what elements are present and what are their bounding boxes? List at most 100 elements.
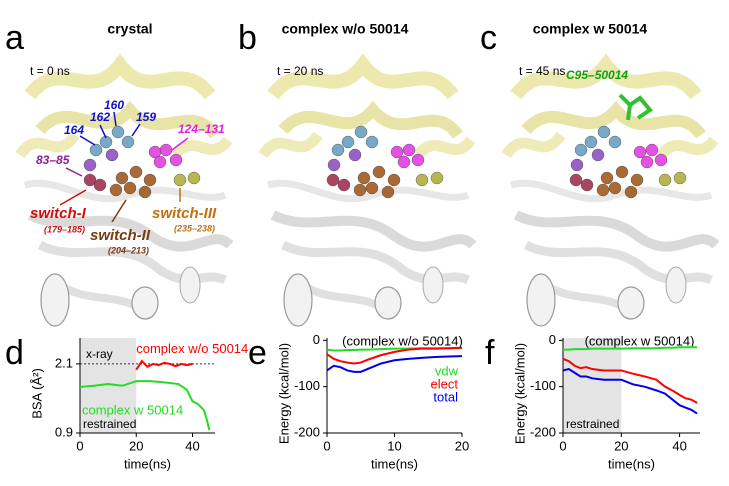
x-tick-label: 0 [323, 438, 330, 453]
residue-sphere [111, 125, 125, 139]
residue-sphere [645, 143, 659, 157]
residue-sphere [580, 178, 594, 192]
residue-sphere [615, 165, 629, 179]
time-label: t = 20 ns [277, 64, 323, 78]
region-label: restrained [83, 417, 136, 431]
x-tick-label: 0 [559, 438, 566, 453]
x-tick-label: 20 [614, 438, 628, 453]
y-tick-label: -200 [530, 424, 556, 439]
x-axis-label: time(ns) [124, 456, 171, 471]
residue-sphere [658, 173, 672, 187]
residue-sphere [430, 171, 444, 185]
x-axis-label: time(ns) [608, 456, 655, 471]
residue-label: 159 [136, 110, 156, 124]
protein-structure [506, 65, 716, 326]
restrained-region [563, 338, 622, 433]
panel-letter: b [238, 19, 257, 57]
residue-label: 124–131 [178, 122, 225, 136]
residue-sphere [397, 155, 411, 169]
residue-label: 83–85 [36, 153, 70, 167]
residue-sphere [570, 158, 584, 172]
residue-sphere [109, 183, 123, 197]
region-label: switch-III [152, 205, 217, 222]
pointer-arrows [59, 111, 189, 223]
legend-entry: elect [431, 376, 459, 391]
series-label: complex w/o 50014 [136, 341, 248, 356]
ligand [618, 93, 653, 121]
reference-label: x-ray [86, 347, 113, 361]
panel-title: complex w/o 50014 [282, 21, 409, 37]
panel-letter: d [5, 334, 24, 372]
residue-sphere [365, 181, 379, 195]
residue-sphere [574, 143, 588, 157]
y-tick-label: -200 [294, 424, 320, 439]
residue-sphere [326, 173, 340, 187]
series-line [562, 357, 698, 404]
region-range: (235–238) [174, 223, 215, 233]
residue-sphere [591, 148, 605, 162]
residue-sphere [327, 158, 341, 172]
residue-label: 164 [64, 123, 84, 137]
residue-sphere [569, 173, 583, 187]
residue-label: 160 [104, 98, 124, 112]
panel-title: complex w 50014 [533, 21, 648, 37]
residue-sphere [365, 135, 379, 149]
time-label: t = 45 ns [519, 64, 565, 78]
x-tick-label: 20 [129, 438, 143, 453]
residue-sphere [673, 171, 687, 185]
residue-sphere [597, 125, 611, 139]
residue-sphere [173, 173, 187, 187]
y-tick-label: -100 [294, 378, 320, 393]
residue-sphere [187, 171, 201, 185]
residue-sphere [402, 143, 416, 157]
residue-sphere [115, 171, 129, 185]
legend-entry: vdw [435, 363, 459, 378]
series-line [135, 359, 193, 371]
residue-sphere [153, 155, 167, 169]
residue-sphere [169, 153, 183, 167]
x-axis-label: time(ns) [371, 456, 418, 471]
x-tick-label: 10 [387, 438, 401, 453]
y-tick-label: 0.9 [55, 424, 73, 439]
panel-letter: f [485, 334, 495, 372]
residue-sphere [138, 185, 152, 199]
series-label: complex w 50014 [82, 402, 183, 417]
residue-sphere [608, 135, 622, 149]
y-axis-label: Energy (kcal/mol) [276, 343, 291, 444]
residue-label: 162 [90, 110, 110, 124]
residue-sphere [143, 173, 157, 187]
residue-sphere [357, 171, 371, 185]
panel-letter: e [248, 334, 267, 372]
region-label: switch-II [90, 227, 151, 244]
residue-sphere [640, 155, 654, 169]
panel-letter: a [5, 19, 24, 57]
residue-sphere [93, 178, 107, 192]
y-tick-label: -100 [530, 378, 556, 393]
residue-sphere [630, 173, 644, 187]
charts: restrained x-ray 0.9 2.1 0 20 40 time(ns) BSA (Å… [5, 332, 700, 471]
y-axis-label: Energy (kcal/mol) [512, 343, 527, 444]
protein-structure [263, 65, 473, 326]
residue-sphere [331, 143, 345, 157]
annotation: (complex w/o 50014) [342, 333, 463, 348]
y-tick-label: 2.1 [55, 355, 73, 370]
legend-entry: total [433, 389, 458, 404]
residue-sphere [411, 153, 425, 167]
x-tick-label: 20 [455, 438, 469, 453]
residue-sphere [372, 165, 386, 179]
region-range: (179–185) [44, 224, 85, 234]
region-label: switch-I [30, 205, 87, 222]
residue-sphere [584, 135, 598, 149]
residue-sphere [121, 135, 135, 149]
residue-sphere [83, 173, 97, 187]
annotation: (complex w 50014) [585, 333, 695, 348]
residue-sphere [129, 165, 143, 179]
series-line [79, 380, 211, 431]
ligand-label: C95–50014 [566, 68, 628, 82]
y-tick-label: 0 [313, 332, 320, 347]
series-line [326, 355, 463, 373]
protein-structure [20, 65, 230, 326]
residue-sphere [99, 135, 113, 149]
residue-sphere [608, 181, 622, 195]
